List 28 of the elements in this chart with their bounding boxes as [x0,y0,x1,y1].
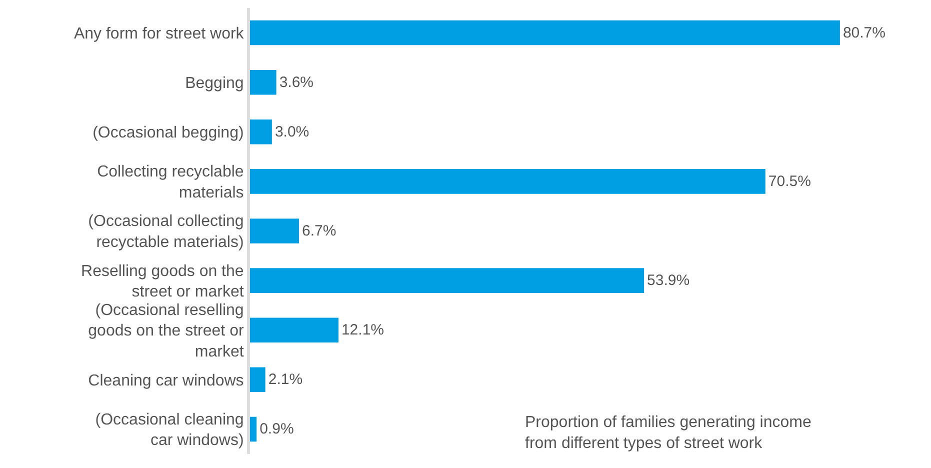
y-tick-label: (Occasional begging) [92,124,244,142]
data-label: 6.7% [302,222,336,240]
data-label: 70.5% [768,172,811,190]
bar [250,120,272,144]
data-label: 53.9% [647,272,690,290]
bar [250,70,276,95]
data-label: 3.0% [274,123,310,140]
y-tick-label: Any form for street work [74,25,245,42]
bar [250,318,338,342]
data-label: 2.1% [268,371,303,388]
y-tick-label: Reselling goods on the street or market [81,262,244,301]
bar [250,169,766,194]
data-label: 3.6% [279,74,314,91]
data-label: 80.7% [842,24,886,42]
y-tick-label: (Occasional cleaning car windows) [95,411,244,450]
y-tick-label: Cleaning car windows [88,372,244,390]
data-label: 12.1% [341,322,384,339]
annotation: Proportion of families generating income from different types of street work [525,414,812,452]
bar [250,218,299,244]
y-tick-label: Collecting recyclable materials [97,164,244,202]
y-tick-label: (Occasional reselling goods on the street or market [88,302,244,361]
y-tick-label: (Occasional collecting recyctable materials) [88,213,244,251]
bar [250,20,840,46]
data-label: 0.9% [260,420,294,438]
y-tick-label: Begging [185,74,244,92]
bar [250,268,644,293]
bar [250,367,266,392]
bar [250,416,257,442]
